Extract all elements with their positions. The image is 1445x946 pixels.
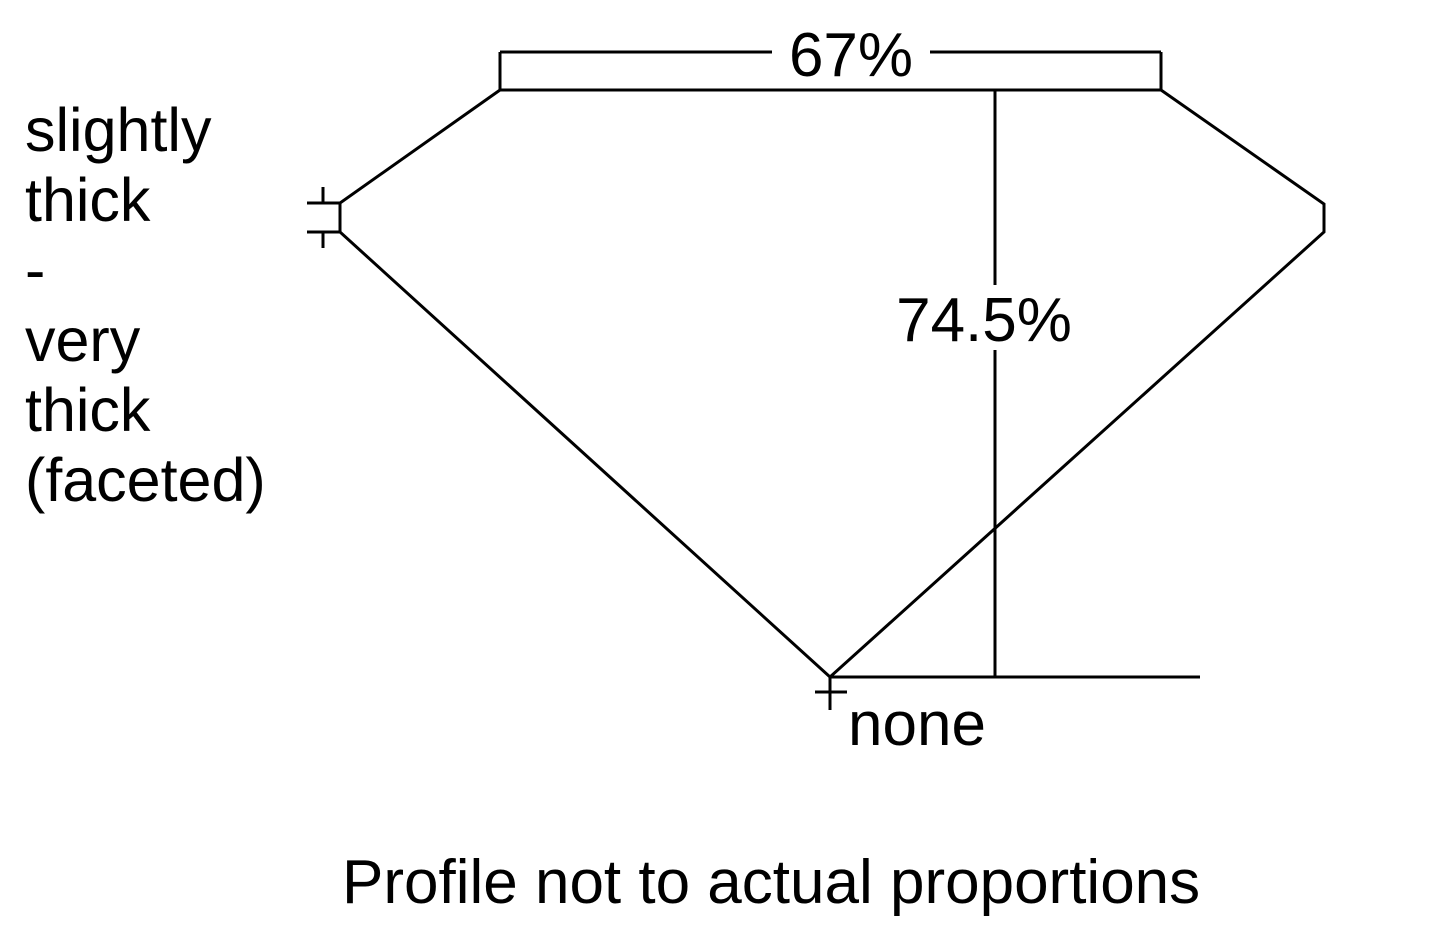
footnote: Profile not to actual proportions [342,848,1200,917]
table-dimension [498,50,1163,90]
culet-marker-icon [815,677,847,710]
table-percentage-label: 67% [789,21,913,90]
gem-outline [338,88,1326,680]
depth-dimension [830,90,1200,679]
total-depth-label: 74.5% [896,286,1072,355]
culet-label: none [848,690,986,759]
girdle-marker-icon [307,187,340,248]
girdle-label: slightly thick - very thick (faceted) [25,96,266,514]
